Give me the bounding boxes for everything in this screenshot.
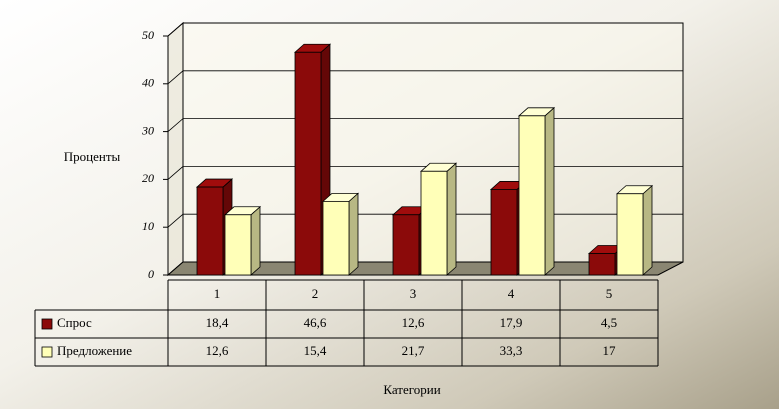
category-label: 3 — [410, 286, 417, 301]
bar — [615, 184, 654, 276]
y-tick-label: 20 — [142, 171, 154, 185]
side-wall — [167, 21, 184, 277]
legend-swatch — [41, 346, 53, 358]
table-value: 46,6 — [304, 315, 327, 330]
table-value: 18,4 — [206, 315, 229, 330]
y-tick-label: 30 — [141, 123, 154, 137]
grid-line — [167, 70, 683, 85]
bar — [321, 192, 360, 276]
bar-side — [642, 184, 653, 276]
table-value: 12,6 — [402, 315, 425, 330]
category-label: 4 — [508, 286, 515, 301]
legend-label: Предложение — [57, 343, 132, 358]
bar — [517, 106, 556, 276]
table-value: 12,6 — [206, 343, 229, 358]
category-label: 2 — [312, 286, 319, 301]
y-axis-label: Проценты — [64, 149, 121, 164]
table-value: 21,7 — [402, 343, 425, 358]
table-value: 15,4 — [304, 343, 327, 358]
bar-front — [420, 170, 448, 276]
bar-front — [294, 51, 322, 276]
bar-front — [196, 186, 224, 276]
bar — [293, 43, 332, 276]
bar-front — [322, 200, 350, 276]
bar-front — [588, 253, 616, 276]
x-axis-label: Категории — [383, 382, 440, 397]
legend-swatch — [41, 318, 53, 330]
bar-front — [392, 214, 420, 276]
bar-side — [544, 106, 555, 276]
bar — [419, 162, 458, 276]
bar — [223, 205, 262, 276]
bar-side — [446, 162, 457, 276]
y-tick-label: 40 — [142, 76, 154, 90]
table-value: 17,9 — [500, 315, 523, 330]
table-value: 33,3 — [500, 343, 523, 358]
y-tick-label: 0 — [148, 267, 154, 281]
bar-front — [518, 115, 546, 276]
y-tick-label: 10 — [142, 219, 154, 233]
bar-side — [348, 192, 359, 276]
table-value: 17 — [603, 343, 617, 358]
table-value: 4,5 — [601, 315, 617, 330]
y-tick-label: 50 — [142, 28, 154, 42]
category-label: 5 — [606, 286, 613, 301]
bar-front — [490, 189, 518, 276]
category-label: 1 — [214, 286, 221, 301]
grid-line — [167, 118, 683, 132]
bar-side — [250, 205, 261, 276]
bar-front — [224, 214, 252, 276]
grid-line — [167, 22, 683, 37]
grid-line — [167, 165, 683, 180]
bar-front — [616, 193, 644, 276]
legend-label: Спрос — [57, 315, 92, 330]
